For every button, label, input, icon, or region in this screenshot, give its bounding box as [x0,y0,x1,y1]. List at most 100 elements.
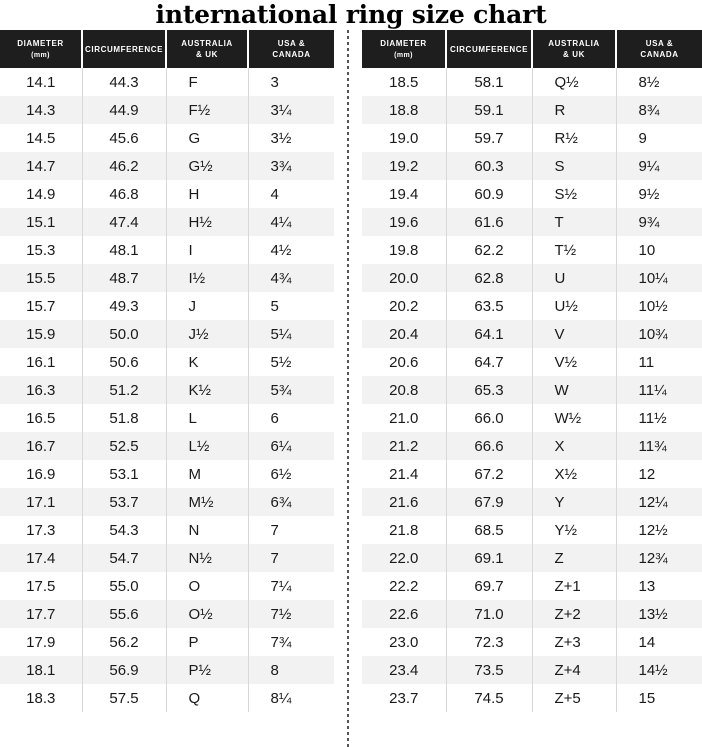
cell-australia-uk: M½ [166,488,249,516]
cell-usa-canada: 10½ [616,292,702,320]
table-row: 19.6 61.6 T 9¾ [362,208,702,236]
cell-circumference: 46.8 [82,180,167,208]
cell-usa-canada: 15 [616,684,702,712]
cell-diameter: 19.4 [362,180,447,208]
cell-usa-canada: 7 [248,544,334,572]
ring-size-table-left: DIAMETER (mm) CIRCUMFERENCE AUSTRALIA & … [0,30,334,712]
cell-circumference: 56.9 [82,656,167,684]
cell-australia-uk: G [166,124,249,152]
cell-usa-canada: 7½ [248,600,334,628]
cell-australia-uk: J [166,292,249,320]
cell-usa-canada: 3¾ [248,152,334,180]
cell-circumference: 50.0 [82,320,167,348]
table-row: 15.3 48.1 I 4½ [0,236,334,264]
cell-australia-uk: Q [166,684,249,712]
table-row: 19.2 60.3 S 9¼ [362,152,702,180]
cell-diameter: 17.4 [0,544,83,572]
cell-diameter: 21.0 [362,404,447,432]
table-row: 17.7 55.6 O½ 7½ [0,600,334,628]
cell-usa-canada: 6¼ [248,432,334,460]
table-row: 20.0 62.8 U 10¼ [362,264,702,292]
cell-circumference: 60.3 [446,152,533,180]
cell-diameter: 15.9 [0,320,83,348]
table-row: 16.1 50.6 K 5½ [0,348,334,376]
column-header-diameter: DIAMETER (mm) [0,30,83,68]
column-header-label: DIAMETER [17,38,64,48]
column-header-label: AUSTRALIA [181,39,233,48]
cell-australia-uk: T [532,208,617,236]
cell-circumference: 52.5 [82,432,167,460]
cell-usa-canada: 14 [616,628,702,656]
cell-circumference: 71.0 [446,600,533,628]
cell-usa-canada: 4¼ [248,208,334,236]
cell-circumference: 49.3 [82,292,167,320]
cell-australia-uk: Q½ [532,68,617,96]
cell-circumference: 57.5 [82,684,167,712]
cell-diameter: 19.2 [362,152,447,180]
cell-diameter: 18.8 [362,96,447,124]
cell-diameter: 16.5 [0,404,83,432]
header-row: DIAMETER (mm) CIRCUMFERENCE AUSTRALIA & … [362,30,702,68]
cell-australia-uk: I½ [166,264,249,292]
cell-usa-canada: 5¾ [248,376,334,404]
column-header-label: USA & [645,39,674,48]
cell-circumference: 66.6 [446,432,533,460]
cell-diameter: 21.4 [362,460,447,488]
cell-diameter: 19.8 [362,236,447,264]
cell-usa-canada: 10¼ [616,264,702,292]
cell-australia-uk: I [166,236,249,264]
cell-usa-canada: 11½ [616,404,702,432]
cell-usa-canada: 4 [248,180,334,208]
cell-australia-uk: P [166,628,249,656]
cell-diameter: 17.7 [0,600,83,628]
cell-diameter: 17.1 [0,488,83,516]
table-row: 18.3 57.5 Q 8¼ [0,684,334,712]
cell-diameter: 20.2 [362,292,447,320]
column-header-usa-canada: USA & CANADA [248,30,334,68]
column-header-label: AUSTRALIA [548,39,600,48]
cell-diameter: 14.1 [0,68,83,96]
cell-usa-canada: 5¼ [248,320,334,348]
cell-australia-uk: V [532,320,617,348]
cell-circumference: 74.5 [446,684,533,712]
cell-diameter: 17.5 [0,572,83,600]
cell-circumference: 63.5 [446,292,533,320]
column-header-circumference: CIRCUMFERENCE [82,30,167,68]
table-right-body: 18.5 58.1 Q½ 8½ 18.8 59.1 R 8¾ 19.0 59.7 R½ 9 19.2 60… [362,68,702,712]
cell-usa-canada: 8 [248,656,334,684]
table-row: 22.0 69.1 Z 12¾ [362,544,702,572]
cell-usa-canada: 12¼ [616,488,702,516]
cell-circumference: 65.3 [446,376,533,404]
cell-australia-uk: T½ [532,236,617,264]
cell-diameter: 23.0 [362,628,447,656]
table-row: 22.6 71.0 Z+2 13½ [362,600,702,628]
cell-usa-canada: 6¾ [248,488,334,516]
cell-diameter: 14.5 [0,124,83,152]
cell-diameter: 22.0 [362,544,447,572]
cell-circumference: 69.7 [446,572,533,600]
cell-circumference: 60.9 [446,180,533,208]
cell-diameter: 16.9 [0,460,83,488]
column-header-label: CIRCUMFERENCE [449,44,529,54]
cell-circumference: 44.9 [82,96,167,124]
cell-circumference: 61.6 [446,208,533,236]
cell-australia-uk: R [532,96,617,124]
cell-circumference: 55.6 [82,600,167,628]
cell-diameter: 22.2 [362,572,447,600]
cell-usa-canada: 14½ [616,656,702,684]
cell-australia-uk: R½ [532,124,617,152]
table-row: 22.2 69.7 Z+1 13 [362,572,702,600]
cell-usa-canada: 9¼ [616,152,702,180]
cell-australia-uk: Y [532,488,617,516]
cell-circumference: 62.2 [446,236,533,264]
cell-diameter: 14.7 [0,152,83,180]
table-row: 20.6 64.7 V½ 11 [362,348,702,376]
cell-usa-canada: 10 [616,236,702,264]
cell-circumference: 59.1 [446,96,533,124]
column-header-sublabel: CANADA [640,50,679,59]
cell-australia-uk: W [532,376,617,404]
table-row: 19.8 62.2 T½ 10 [362,236,702,264]
page-title: international ring size chart [155,0,547,29]
cell-australia-uk: F½ [166,96,249,124]
cell-australia-uk: P½ [166,656,249,684]
